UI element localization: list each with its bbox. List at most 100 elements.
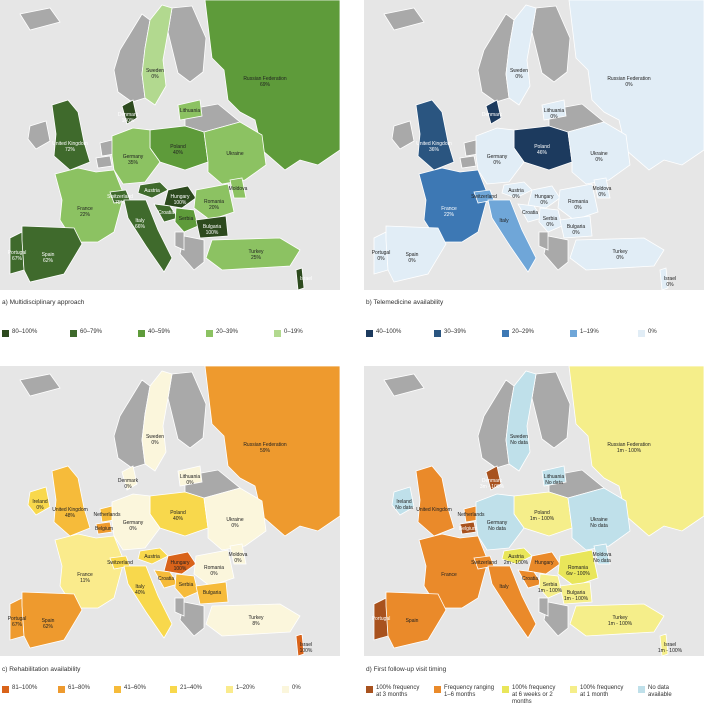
country-value: 25%: [251, 255, 262, 261]
country-germany: [111, 493, 161, 551]
country-label: Spain: [42, 252, 55, 258]
land-iceland: [19, 373, 61, 397]
country-label: Poland: [170, 144, 186, 150]
legend-label: 100% frequency at 1 month: [580, 685, 624, 698]
country-denmark: [121, 99, 138, 125]
country-denmark: [485, 99, 502, 125]
legend-label: 41–60%: [124, 685, 147, 691]
legend-swatch: [502, 330, 509, 337]
country-spain: [21, 591, 83, 649]
country-label: Moldova: [229, 186, 248, 192]
country-value: 0%: [572, 230, 580, 236]
country-value: 100%: [122, 118, 135, 124]
country-label: United Kingdom: [52, 507, 88, 513]
country-label: Hungary: [171, 560, 190, 566]
country-value: 0%: [234, 558, 242, 564]
country-label: Hungary: [171, 194, 190, 200]
country-label: Denmark: [118, 112, 139, 118]
country-serbia: [174, 207, 199, 233]
legend-swatch: [434, 330, 441, 337]
legend-label: 30–39%: [444, 329, 467, 335]
country-label: Romania: [568, 565, 588, 571]
country-label: Germany: [123, 520, 144, 526]
country-value: 0%: [186, 480, 194, 486]
country-denmark: [485, 465, 502, 491]
country-label: Portugal: [8, 616, 27, 622]
country-label: Netherlands: [458, 512, 485, 518]
country-lithuania: [541, 99, 567, 121]
country-bulgaria: [195, 215, 229, 239]
country-hungary: [527, 185, 561, 209]
country-belgium: [95, 521, 113, 535]
country-value: 35%: [128, 160, 139, 166]
country-label: France: [441, 206, 457, 212]
country-ireland: [391, 486, 415, 516]
legend-swatch: [70, 330, 77, 337]
country-spain: [385, 591, 447, 649]
country-label: Germany: [487, 520, 508, 526]
country-label: Moldova: [229, 552, 248, 558]
legend-swatch: [570, 330, 577, 337]
legend-swatch: [570, 686, 577, 693]
country-france: [54, 533, 125, 609]
country-sweden: [141, 4, 173, 106]
country-value: 36%: [429, 147, 440, 153]
legend-swatch: [366, 686, 373, 693]
country-label: Germany: [123, 154, 144, 160]
country-ukraine: [567, 121, 631, 185]
caption-a: a) Multidisciplinary approach: [2, 299, 85, 306]
country-sweden: [505, 4, 537, 106]
country-value: 0%: [550, 114, 558, 120]
country-moldova: [229, 543, 247, 565]
legend-swatch: [138, 330, 145, 337]
country-value: 2m - 100%: [504, 560, 529, 566]
country-united-kingdom: [415, 465, 455, 537]
country-ukraine: [203, 487, 267, 551]
country-value: 20%: [209, 205, 220, 211]
country-label: Austria: [508, 188, 524, 194]
country-label: Serbia: [543, 582, 558, 588]
legend-label: 1–20%: [236, 685, 255, 691]
country-label: Netherlands: [94, 512, 121, 518]
country-moldova: [229, 177, 247, 199]
country-label: United Kingdom: [416, 507, 452, 513]
country-label: Ukraine: [226, 517, 243, 523]
country-israel: [659, 267, 669, 290]
country-label: France: [441, 572, 457, 578]
country-italy: [487, 199, 537, 273]
legend-label: 81–100%: [12, 685, 38, 691]
legend-swatch: [274, 330, 281, 337]
legend-swatch: [366, 330, 373, 337]
country-label: Italy: [499, 218, 509, 224]
legend-swatch: [2, 330, 9, 337]
land-iceland: [19, 7, 61, 31]
country-value: 75%: [115, 200, 126, 206]
legend-swatch: [206, 330, 213, 337]
legend-label: 1–19%: [580, 329, 599, 335]
country-france: [54, 167, 125, 243]
country-label: Sweden: [146, 68, 164, 74]
land-finland: [531, 371, 571, 449]
legend-c: 81–100% 61–80% 41–60% 21–40% 1–20% 0%: [0, 684, 340, 708]
legend-b: 40–100% 30–39% 20–29% 1–19% 0%: [364, 328, 704, 352]
country-hungary: [527, 551, 561, 575]
country-label: Portugal: [8, 250, 27, 256]
land-finland: [167, 5, 207, 83]
country-italy: [487, 565, 537, 639]
country-label: Belgium: [95, 526, 113, 532]
country-bulgaria: [559, 215, 593, 239]
land-balkans: [174, 231, 185, 251]
country-label: Spain: [406, 252, 419, 258]
legend-label: 20–39%: [216, 329, 239, 335]
country-value: 46%: [537, 150, 548, 156]
country-value: 8%: [252, 621, 260, 627]
legend-swatch: [58, 686, 65, 693]
country-label: Croatia: [158, 210, 174, 216]
country-value: 0%: [493, 160, 501, 166]
country-label: Moldova: [593, 552, 612, 558]
country-label: Ireland: [396, 499, 412, 505]
country-label: Sweden: [510, 434, 528, 440]
country-value: 1m - 100%: [530, 516, 555, 522]
country-value: No data: [545, 480, 563, 486]
country-value: 0%: [210, 571, 218, 577]
